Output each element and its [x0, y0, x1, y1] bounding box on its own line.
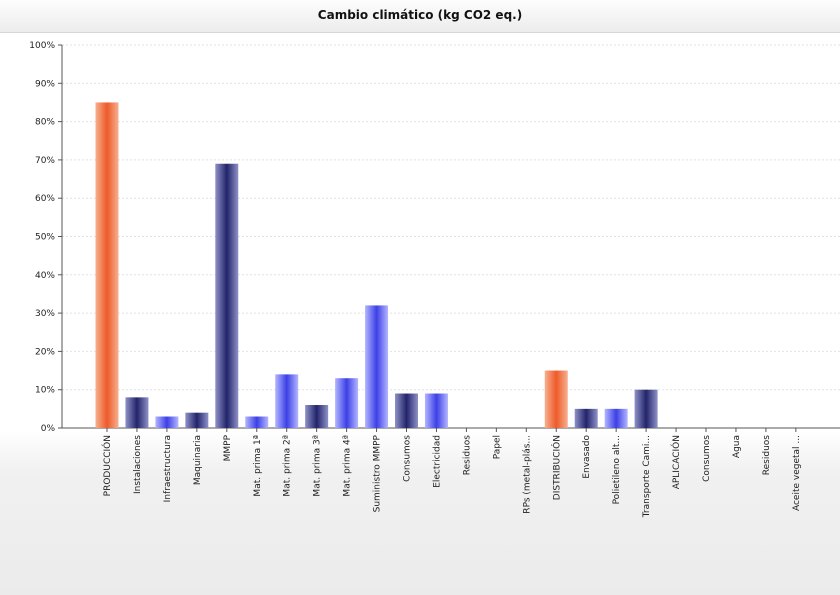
bar — [335, 378, 359, 428]
bar — [125, 397, 149, 428]
y-tick-label: 70% — [35, 156, 55, 166]
category-label: Agua — [732, 435, 742, 458]
category-label: PRODUCCIÓN — [101, 435, 113, 496]
category-label: Residuos — [462, 435, 472, 475]
bar — [574, 408, 598, 428]
bar — [95, 102, 119, 428]
category-label: Suministro MMPP — [373, 434, 383, 512]
bar — [544, 370, 568, 428]
bar — [365, 305, 389, 428]
bar — [215, 163, 239, 429]
category-label: Mat. prima 2ª — [283, 435, 293, 497]
y-tick-label: 0% — [41, 424, 56, 434]
category-label: Papel — [492, 435, 502, 459]
y-tick-label: 10% — [35, 386, 55, 396]
chart-title-bar: Cambio climático (kg CO2 eq.) — [0, 0, 840, 33]
bar — [305, 405, 329, 428]
y-tick-label: 20% — [35, 347, 55, 357]
y-tick-label: 60% — [35, 194, 55, 204]
category-label: Consumos — [702, 435, 712, 482]
chart-title: Cambio climático (kg CO2 eq.) — [317, 8, 523, 22]
category-label: MMPP — [223, 434, 233, 461]
y-tick-label: 100% — [29, 41, 55, 51]
category-label: Consumos — [403, 435, 413, 482]
bar — [604, 408, 628, 428]
category-label: Infraestructura — [163, 435, 173, 502]
bar — [634, 389, 658, 428]
category-label: Aceite vegetal ... — [792, 435, 802, 511]
category-label: Residuos — [762, 435, 772, 475]
category-label: APLICACIÓN — [670, 435, 682, 489]
category-label: RPs (metal-plás... — [522, 435, 532, 514]
category-label: Mat. prima 4ª — [343, 435, 353, 497]
category-label: Electricidad — [432, 435, 442, 488]
category-label: Polietileno alt... — [612, 435, 622, 504]
y-tick-label: 40% — [35, 271, 55, 281]
category-label: Mat. prima 3ª — [313, 435, 323, 497]
bar — [245, 416, 269, 428]
category-label: Mat. prima 1ª — [253, 435, 263, 497]
bar — [424, 393, 448, 428]
y-tick-label: 90% — [35, 79, 55, 89]
category-label: Transporte Cami... — [642, 435, 652, 518]
category-label: Instalaciones — [133, 435, 143, 494]
category-label: DISTRIBUCIÓN — [550, 435, 562, 500]
category-label: Maquinaria — [193, 435, 203, 485]
y-tick-label: 50% — [35, 233, 55, 243]
bar — [185, 412, 209, 428]
bar — [155, 416, 179, 428]
bar — [395, 393, 418, 428]
y-tick-label: 30% — [35, 309, 55, 319]
bar — [275, 374, 299, 428]
category-label: Envasado — [582, 435, 592, 479]
y-tick-label: 80% — [35, 118, 55, 128]
